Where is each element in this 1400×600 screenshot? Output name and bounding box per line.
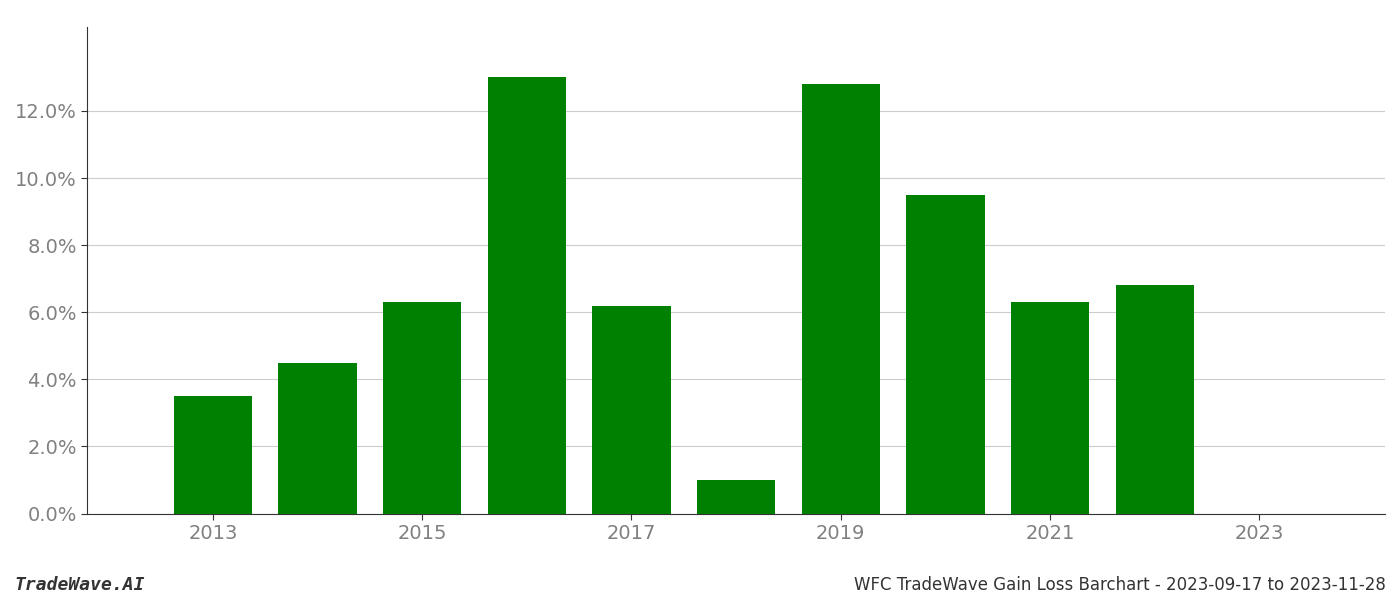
Bar	[592, 305, 671, 514]
Bar	[174, 396, 252, 514]
Bar	[487, 77, 566, 514]
Bar	[697, 480, 776, 514]
Bar	[384, 302, 462, 514]
Bar	[802, 84, 881, 514]
Text: TradeWave.AI: TradeWave.AI	[14, 576, 144, 594]
Bar	[1116, 286, 1194, 514]
Bar	[279, 362, 357, 514]
Text: WFC TradeWave Gain Loss Barchart - 2023-09-17 to 2023-11-28: WFC TradeWave Gain Loss Barchart - 2023-…	[854, 576, 1386, 594]
Bar	[906, 195, 984, 514]
Bar	[1011, 302, 1089, 514]
